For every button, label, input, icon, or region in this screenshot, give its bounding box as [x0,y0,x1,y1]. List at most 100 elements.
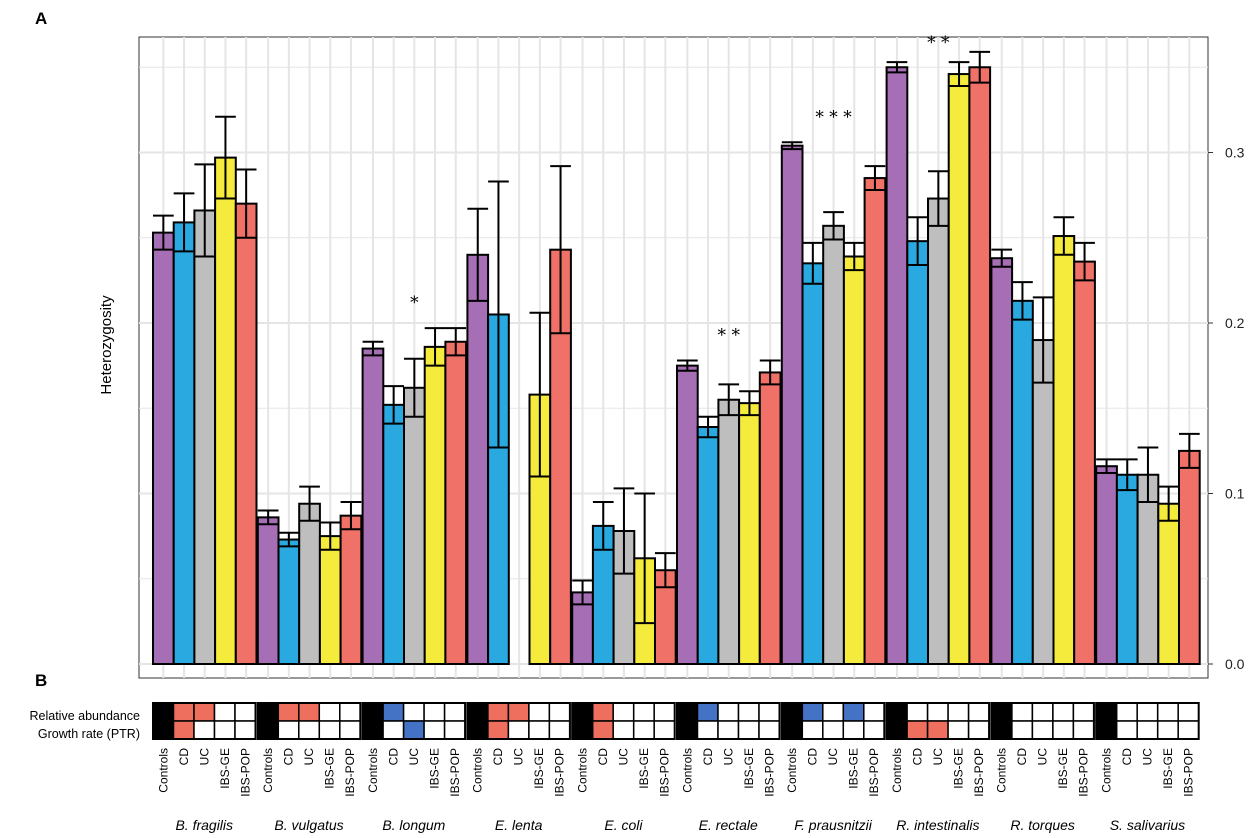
condition-label: CD [491,748,505,766]
matrix-block-border [990,702,1095,740]
matrix-block: Controls CD UC IBS-GE IBS-POP E. rectale [676,702,781,833]
matrix-cell [1031,702,1054,722]
bar [758,371,782,665]
row-label-abundance: Relative abundance [30,709,141,723]
matrix-cell [172,702,195,722]
matrix-block-border [152,702,257,740]
plot-area: 0.0 0.1 0.2 0.3 * * * * * * * * [138,33,1245,679]
bar [780,144,804,665]
condition-label: Controls [471,748,485,793]
species-group [152,115,258,666]
matrix-cell [193,702,216,722]
matrix-cell [1156,702,1179,722]
species-label: S. salivarius [1110,817,1185,833]
matrix-cell [1095,702,1118,722]
matrix-cell [591,720,614,740]
bar [214,156,237,666]
condition-label: UC [1036,748,1050,766]
matrix-cell [990,720,1013,740]
bar [298,502,321,666]
matrix-cell [737,702,760,722]
condition-label: IBS-GE [218,748,232,789]
matrix-cell [737,720,760,740]
matrix-block: Controls CD UC IBS-GE IBS-POP E. coli [571,702,676,833]
species-group: * * [676,326,782,665]
bar [277,538,301,665]
species-label: R. torques [1010,817,1075,833]
species-label: E. lenta [495,817,543,833]
matrix-cell [967,702,990,722]
matrix-cell [696,702,719,722]
condition-label: CD [282,748,296,766]
species-label: E. rectale [699,817,758,833]
matrix-block-border [256,702,362,740]
species-group: * * [885,33,992,665]
condition-label: IBS-POP [343,748,357,797]
matrix-cell [591,702,614,722]
matrix-cell [822,702,845,722]
bar [906,240,929,665]
matrix-block: Controls CD UC IBS-GE IBS-POP R. torques [990,702,1095,833]
matrix-cell [257,720,280,740]
matrix-cell [152,720,175,740]
bar [318,535,342,665]
bar [863,177,887,665]
bar [717,398,741,665]
species-group [990,216,1096,665]
matrix-block-border [885,702,991,740]
bar [990,257,1014,665]
bar [1157,502,1181,666]
matrix-cell [781,702,804,722]
matrix-cell [277,702,300,722]
bar [382,403,405,665]
condition-label: UC [721,748,735,766]
matrix-cell [906,702,929,722]
matrix-cell [318,720,341,740]
condition-label: CD [177,748,191,766]
condition-label: CD [910,748,924,766]
matrix-cell [1136,720,1159,740]
matrix-cell [423,702,446,722]
matrix-cell [193,720,216,740]
species-label: B. fragilis [175,817,233,833]
matrix-cell [257,702,280,722]
condition-label: IBS-POP [553,748,567,797]
y-tick-label: 0.2 [1225,315,1245,331]
matrix-block-border [676,702,781,740]
bar [256,516,280,665]
condition-label: IBS-GE [637,748,651,789]
y-tick-label: 0.1 [1225,486,1245,502]
matrix-cell [781,720,804,740]
matrix-cell [947,702,970,722]
matrix-cell [1115,702,1138,722]
bar [1178,449,1201,665]
matrix-cell [801,702,824,722]
condition-label: IBS-GE [1056,748,1070,789]
matrix-block: Controls CD UC IBS-GE IBS-POP E. lenta [466,702,571,833]
species-group [466,165,572,666]
condition-label: Controls [1099,748,1113,793]
matrix-cell [926,702,949,722]
species-group [256,485,363,666]
condition-label: IBS-POP [867,748,881,797]
panel-label-b: B [35,671,47,690]
species-group [571,487,677,666]
matrix-cell [571,720,594,740]
species-label: F. prausnitzii [794,817,872,833]
condition-label: UC [302,748,316,766]
condition-label: UC [407,748,421,766]
y-axis-title: Heterozygosity [98,295,115,395]
matrix-cell [361,720,384,740]
matrix-cell [990,702,1013,722]
significance-label: * * * [815,107,852,127]
bar [172,221,196,665]
matrix-cell [382,702,405,722]
matrix-cell [885,702,908,722]
bar [947,73,971,665]
condition-label: IBS-POP [972,748,986,797]
bar [1073,260,1096,665]
condition-label: Controls [366,748,380,793]
matrix-cell [1011,702,1034,722]
condition-label: Controls [890,748,904,793]
